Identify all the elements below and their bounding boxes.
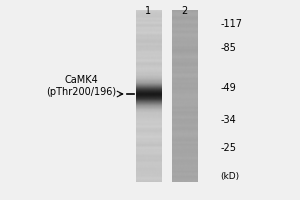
Text: 1: 1 bbox=[146, 6, 152, 16]
Text: -117: -117 bbox=[220, 19, 242, 29]
Text: -49: -49 bbox=[220, 83, 236, 93]
Text: CaMK4
(pThr200/196): CaMK4 (pThr200/196) bbox=[46, 75, 116, 97]
Text: (kD): (kD) bbox=[220, 171, 240, 180]
Text: 2: 2 bbox=[182, 6, 188, 16]
Text: -85: -85 bbox=[220, 43, 236, 53]
Text: -25: -25 bbox=[220, 143, 236, 153]
Text: -34: -34 bbox=[220, 115, 236, 125]
